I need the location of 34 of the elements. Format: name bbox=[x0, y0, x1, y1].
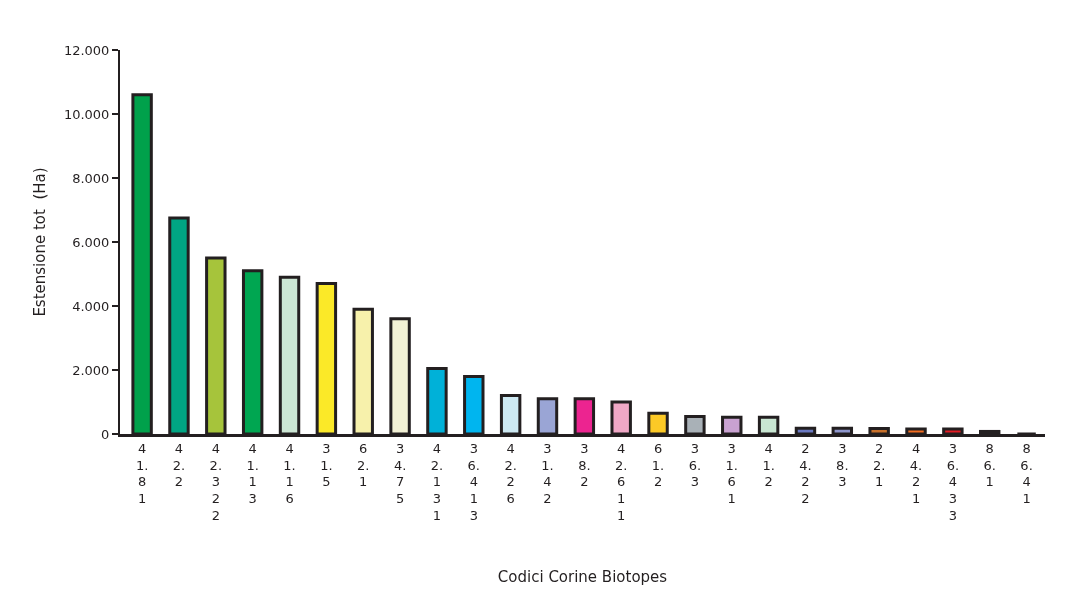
x-tick-label: 31.61 bbox=[725, 440, 738, 507]
x-axis-title: Codici Corine Biotopes bbox=[497, 568, 668, 587]
x-tick-label: 24.22 bbox=[799, 440, 812, 507]
y-tick-label: 0 bbox=[101, 426, 110, 442]
x-tick-label: 86.1 bbox=[983, 440, 996, 490]
x-tick-label: 36.3 bbox=[688, 440, 702, 490]
x-tick-label: 34.75 bbox=[393, 440, 407, 507]
x-tick-label: 41.2 bbox=[762, 440, 775, 490]
x-tick-label: 42.26 bbox=[504, 440, 517, 507]
x-tick-label: 42.2 bbox=[172, 440, 186, 490]
x-tick-label: 36.413 bbox=[467, 440, 480, 524]
x-tick-label: 36.433 bbox=[946, 440, 960, 524]
x-tick-label: 44.21 bbox=[909, 440, 923, 507]
x-tick-label: 42.611 bbox=[615, 440, 628, 524]
x-tick-label: 62.1 bbox=[357, 440, 370, 490]
x-tick-label: 86.41 bbox=[1020, 440, 1033, 507]
x-tick-label: 61.2 bbox=[651, 440, 665, 490]
y-tick-label: 8.000 bbox=[72, 170, 110, 186]
x-tick-label: 38.3 bbox=[836, 440, 849, 490]
x-tick-label: 31.42 bbox=[541, 440, 554, 507]
x-tick-label: 38.2 bbox=[578, 440, 591, 490]
y-tick-label: 12.000 bbox=[63, 42, 110, 58]
x-tick-label: 42.131 bbox=[430, 440, 444, 524]
x-tick-label: 41.81 bbox=[135, 440, 149, 507]
y-tick-label: 2.000 bbox=[72, 362, 110, 378]
y-tick-label: 4.000 bbox=[72, 298, 110, 314]
x-tick-label: 41.13 bbox=[246, 440, 259, 507]
x-tick-label: 42.322 bbox=[209, 440, 223, 524]
x-tick-label: 41.16 bbox=[283, 440, 296, 507]
x-tick-label: 22.1 bbox=[872, 440, 886, 490]
y-tick-label: 6.000 bbox=[72, 234, 110, 250]
x-tick-label: 31.5 bbox=[320, 440, 333, 490]
y-axis-title: Estensione tot (Ha) bbox=[30, 167, 49, 317]
y-tick-label: 10.000 bbox=[63, 106, 110, 122]
